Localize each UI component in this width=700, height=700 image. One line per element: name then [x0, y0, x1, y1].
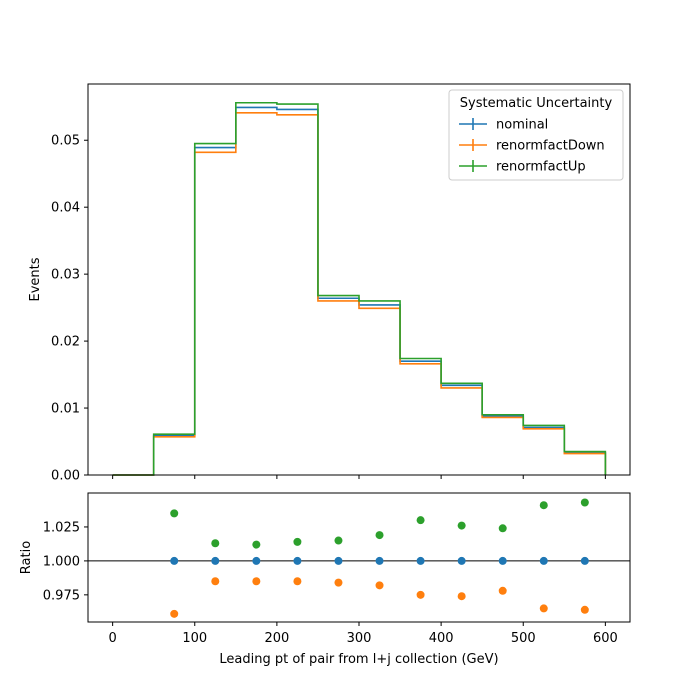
ratio-point	[416, 556, 425, 565]
main-y-tick-label: 0.00	[51, 469, 80, 484]
ratio-x-tick-label: 400	[429, 631, 454, 646]
ratio-point	[293, 577, 302, 586]
main-y-tick-label: 0.04	[51, 201, 80, 216]
ratio-point	[375, 581, 384, 590]
ratio-y-axis-label: Ratio	[19, 541, 34, 574]
ratio-x-tick-label: 600	[593, 631, 618, 646]
ratio-point	[580, 605, 589, 614]
legend-label-renormfactDown: renormfactDown	[496, 139, 605, 154]
ratio-point	[334, 578, 343, 587]
ratio-x-tick-label: 0	[108, 631, 116, 646]
ratio-point	[498, 556, 507, 565]
main-y-tick-label: 0.02	[51, 335, 80, 350]
ratio-point	[539, 501, 548, 510]
main-y-tick-label: 0.05	[51, 134, 80, 149]
main-y-tick-label: 0.01	[51, 402, 80, 417]
legend-title: Systematic Uncertainty	[460, 96, 613, 111]
ratio-point	[211, 556, 220, 565]
legend-label-renormfactUp: renormfactUp	[496, 160, 586, 175]
ratio-point	[334, 536, 343, 545]
ratio-point	[539, 556, 548, 565]
main-y-axis-label: Events	[28, 257, 43, 301]
ratio-point	[252, 556, 261, 565]
ratio-point	[375, 531, 384, 540]
ratio-point	[170, 609, 179, 618]
legend: Systematic Uncertainty nominal renormfactD…	[448, 89, 624, 181]
ratio-point	[539, 604, 548, 613]
ratio-point	[580, 498, 589, 507]
x-axis-label: Leading pt of pair from l+j collection (…	[219, 652, 498, 667]
ratio-point	[457, 521, 466, 530]
ratio-x-tick-label: 100	[182, 631, 207, 646]
ratio-point	[252, 577, 261, 586]
histogram-renormfactUp	[112, 101, 607, 476]
ratio-y-tick-label: 1.000	[43, 554, 80, 569]
ratio-point	[375, 556, 384, 565]
legend-box	[448, 89, 624, 181]
ratio-point	[293, 537, 302, 546]
main-y-tick-label: 0.03	[51, 268, 80, 283]
ratio-point	[416, 516, 425, 525]
ratio-y-tick-label: 0.975	[43, 588, 80, 603]
ratio-plot-frame	[87, 492, 631, 623]
ratio-point	[498, 586, 507, 595]
ratio-x-tick-label: 500	[511, 631, 536, 646]
main-panel: 0.00 0.01 0.02 0.03 0.04 0.05 Events Systematic…	[28, 83, 631, 484]
ratio-point	[416, 590, 425, 599]
legend-label-nominal: nominal	[496, 118, 548, 133]
ratio-point	[211, 577, 220, 586]
ratio-point	[580, 556, 589, 565]
ratio-point	[170, 556, 179, 565]
ratio-point	[457, 592, 466, 601]
ratio-point	[293, 556, 302, 565]
ratio-point	[457, 556, 466, 565]
ratio-x-tick-label: 300	[347, 631, 372, 646]
ratio-point	[170, 509, 179, 518]
ratio-y-tick-label: 1.025	[43, 520, 80, 535]
ratio-x-tick-label: 200	[264, 631, 289, 646]
ratio-point	[334, 556, 343, 565]
ratio-point	[252, 540, 261, 549]
ratio-point	[498, 524, 507, 533]
ratio-panel: 0 100 200 300 400 500 600 0.975 1.000 1.025 Ratio L…	[19, 492, 631, 667]
ratio-point	[211, 539, 220, 548]
